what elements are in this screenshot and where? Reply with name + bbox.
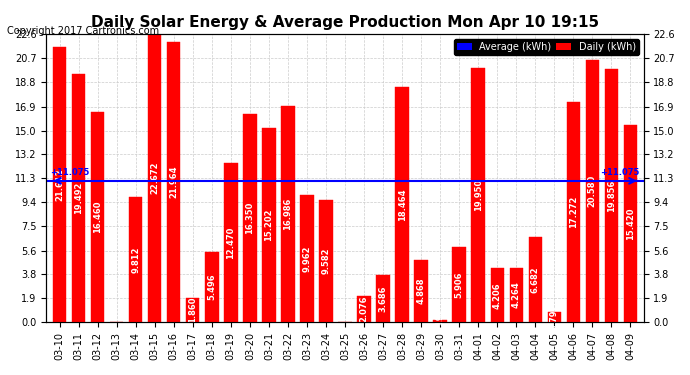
Text: 0.192: 0.192	[435, 308, 444, 334]
Bar	[509, 268, 523, 322]
Text: 20.580: 20.580	[588, 175, 597, 207]
Bar	[129, 197, 142, 322]
Bar	[529, 237, 542, 322]
Bar	[471, 68, 485, 322]
Text: 6.682: 6.682	[531, 266, 540, 293]
Text: 19.856: 19.856	[607, 179, 615, 212]
Text: 22.672: 22.672	[150, 161, 159, 194]
Text: 12.470: 12.470	[226, 226, 235, 259]
Text: 16.460: 16.460	[93, 201, 102, 233]
Bar	[148, 33, 161, 322]
Text: 4.868: 4.868	[417, 278, 426, 304]
Text: +11.075: +11.075	[600, 168, 640, 177]
Bar	[624, 126, 637, 322]
Text: 9.812: 9.812	[131, 246, 140, 273]
Bar	[205, 252, 219, 322]
Text: 15.202: 15.202	[264, 209, 273, 242]
Text: 18.464: 18.464	[397, 188, 406, 220]
Bar	[491, 268, 504, 322]
Text: 19.492: 19.492	[75, 182, 83, 214]
Bar	[415, 260, 428, 322]
Text: 5.906: 5.906	[455, 271, 464, 298]
Text: 3.686: 3.686	[379, 285, 388, 312]
Bar	[357, 296, 371, 322]
Text: 0.792: 0.792	[550, 304, 559, 330]
Text: 9.962: 9.962	[302, 245, 311, 272]
Text: +11.075: +11.075	[50, 168, 90, 177]
Bar	[586, 60, 599, 322]
Text: 16.350: 16.350	[246, 202, 255, 234]
Text: 4.206: 4.206	[493, 282, 502, 309]
Bar	[319, 200, 333, 322]
Bar	[300, 195, 314, 322]
Text: 16.986: 16.986	[284, 198, 293, 230]
Text: 1.860: 1.860	[188, 297, 197, 323]
Bar	[72, 74, 86, 322]
Text: 21.612: 21.612	[55, 168, 64, 201]
Bar	[244, 114, 257, 322]
Text: 9.582: 9.582	[322, 248, 331, 274]
Text: 2.076: 2.076	[359, 296, 368, 322]
Bar	[395, 87, 408, 322]
Bar	[566, 102, 580, 322]
Text: 4.264: 4.264	[512, 282, 521, 308]
Bar	[433, 320, 446, 322]
Legend: Average (kWh), Daily (kWh): Average (kWh), Daily (kWh)	[454, 39, 639, 55]
Text: 19.950: 19.950	[473, 179, 483, 211]
Title: Daily Solar Energy & Average Production Mon Apr 10 19:15: Daily Solar Energy & Average Production …	[91, 15, 599, 30]
Text: 17.272: 17.272	[569, 196, 578, 228]
Text: Copyright 2017 Cartronics.com: Copyright 2017 Cartronics.com	[7, 26, 159, 36]
Text: 15.420: 15.420	[626, 207, 635, 240]
Text: 21.964: 21.964	[169, 166, 178, 198]
Bar	[548, 312, 561, 322]
Bar	[453, 247, 466, 322]
Bar	[262, 128, 275, 322]
Bar	[167, 42, 181, 322]
Bar	[186, 298, 199, 322]
Bar	[53, 46, 66, 322]
Bar	[376, 275, 390, 322]
Text: 5.496: 5.496	[207, 274, 217, 300]
Bar	[282, 105, 295, 322]
Bar	[91, 112, 104, 322]
Bar	[224, 163, 237, 322]
Bar	[604, 69, 618, 322]
